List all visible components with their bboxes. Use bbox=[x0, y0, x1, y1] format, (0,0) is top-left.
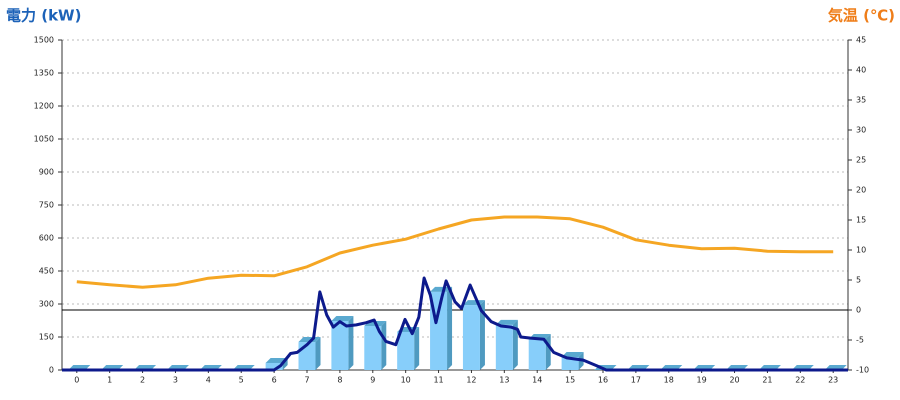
bar-top bbox=[561, 352, 584, 358]
x-tick-label: 2 bbox=[140, 376, 145, 385]
x-tick-label: 8 bbox=[337, 376, 342, 385]
bar-top bbox=[430, 286, 453, 292]
y2-tick-label: 15 bbox=[856, 216, 866, 225]
bar-side bbox=[381, 321, 387, 370]
x-tick-label: 19 bbox=[697, 376, 707, 385]
bar-side bbox=[512, 319, 518, 370]
y-tick-label: 150 bbox=[39, 333, 54, 342]
y-tick-label: 1500 bbox=[34, 36, 54, 45]
x-tick-label: 3 bbox=[173, 376, 178, 385]
bar-side bbox=[447, 286, 453, 370]
bar-side bbox=[315, 337, 321, 370]
bar bbox=[364, 326, 382, 370]
y2-tick-label: 20 bbox=[856, 186, 866, 195]
bar-side bbox=[414, 326, 420, 370]
y2-tick-label: 25 bbox=[856, 156, 866, 165]
y2-tick-label: 45 bbox=[856, 36, 866, 45]
x-tick-label: 20 bbox=[729, 376, 739, 385]
x-tick-label: 14 bbox=[532, 376, 542, 385]
x-tick-label: 9 bbox=[370, 376, 375, 385]
y2-tick-label: -5 bbox=[856, 336, 864, 345]
x-tick-label: 5 bbox=[239, 376, 244, 385]
y2-tick-label: 10 bbox=[856, 246, 866, 255]
x-tick-label: 21 bbox=[762, 376, 772, 385]
x-tick-label: 17 bbox=[631, 376, 641, 385]
bar-top bbox=[331, 315, 354, 321]
line bbox=[62, 276, 848, 372]
y-tick-label: 1200 bbox=[34, 102, 54, 111]
x-tick-label: 12 bbox=[466, 376, 476, 385]
y2-tick-label: 40 bbox=[856, 66, 866, 75]
y-tick-label: 300 bbox=[39, 300, 54, 309]
x-tick-label: 10 bbox=[401, 376, 411, 385]
line bbox=[76, 215, 834, 289]
y-tick-label: 750 bbox=[39, 201, 54, 210]
x-tick-label: 7 bbox=[304, 376, 309, 385]
bar bbox=[331, 320, 349, 370]
y2-title: 気温 (℃) bbox=[828, 7, 895, 25]
bar bbox=[495, 324, 513, 370]
bar-top bbox=[495, 319, 518, 325]
bar-side bbox=[348, 315, 354, 370]
y-tick-label: 1050 bbox=[34, 135, 54, 144]
bar-side bbox=[545, 333, 551, 370]
y2-tick-label: 30 bbox=[856, 126, 866, 135]
y-tick-label: 1350 bbox=[34, 69, 54, 78]
bar bbox=[265, 362, 283, 370]
y-tick-label: 0 bbox=[49, 366, 54, 375]
bar bbox=[462, 305, 480, 370]
x-tick-label: 11 bbox=[433, 376, 443, 385]
x-tick-label: 22 bbox=[795, 376, 805, 385]
x-tick-label: 6 bbox=[272, 376, 277, 385]
y2-tick-label: -10 bbox=[856, 366, 869, 375]
y-tick-label: 600 bbox=[39, 234, 54, 243]
x-tick-label: 4 bbox=[206, 376, 211, 385]
y-tick-label: 450 bbox=[39, 267, 54, 276]
x-tick-label: 0 bbox=[74, 376, 79, 385]
x-tick-label: 23 bbox=[828, 376, 838, 385]
y2-tick-label: 35 bbox=[856, 96, 866, 105]
x-tick-label: 1 bbox=[107, 376, 112, 385]
bar-side bbox=[479, 300, 485, 370]
chart-title: 電力 (kW) bbox=[6, 7, 81, 25]
y2-tick-label: 0 bbox=[856, 306, 861, 315]
x-tick-label: 18 bbox=[664, 376, 674, 385]
bar bbox=[528, 338, 546, 370]
y2-tick-label: 5 bbox=[856, 276, 861, 285]
y-tick-label: 900 bbox=[39, 168, 54, 177]
bar bbox=[397, 331, 415, 370]
x-tick-label: 15 bbox=[565, 376, 575, 385]
x-tick-label: 13 bbox=[499, 376, 509, 385]
x-tick-label: 16 bbox=[598, 376, 608, 385]
